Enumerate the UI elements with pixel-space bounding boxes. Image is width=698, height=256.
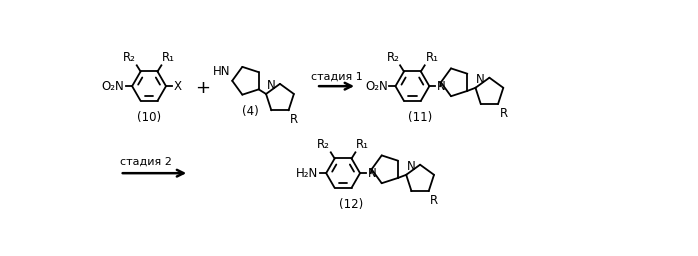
Text: +: + (195, 79, 211, 97)
Text: R₁: R₁ (426, 51, 438, 64)
Text: O₂N: O₂N (365, 80, 388, 93)
Text: O₂N: O₂N (102, 80, 124, 93)
Text: R: R (430, 194, 438, 207)
Text: (4): (4) (242, 105, 259, 119)
Text: N: N (476, 73, 485, 86)
Text: R₁: R₁ (356, 138, 369, 151)
Text: (12): (12) (339, 198, 363, 211)
Text: N: N (407, 160, 416, 173)
Text: стадия 2: стадия 2 (120, 157, 172, 167)
Text: R₂: R₂ (387, 51, 399, 64)
Text: R: R (290, 113, 298, 126)
Text: R₁: R₁ (162, 51, 175, 64)
Text: N: N (267, 79, 276, 92)
Text: стадия 1: стадия 1 (311, 71, 362, 82)
Text: H₂N: H₂N (296, 167, 318, 180)
Text: X: X (174, 80, 181, 93)
Text: HN: HN (212, 66, 230, 78)
Text: N: N (368, 167, 376, 180)
Text: (10): (10) (137, 111, 161, 124)
Text: N: N (437, 80, 446, 93)
Text: R₂: R₂ (123, 51, 136, 64)
Text: R: R (500, 107, 507, 120)
Text: (11): (11) (408, 111, 432, 124)
Text: R₂: R₂ (317, 138, 330, 151)
